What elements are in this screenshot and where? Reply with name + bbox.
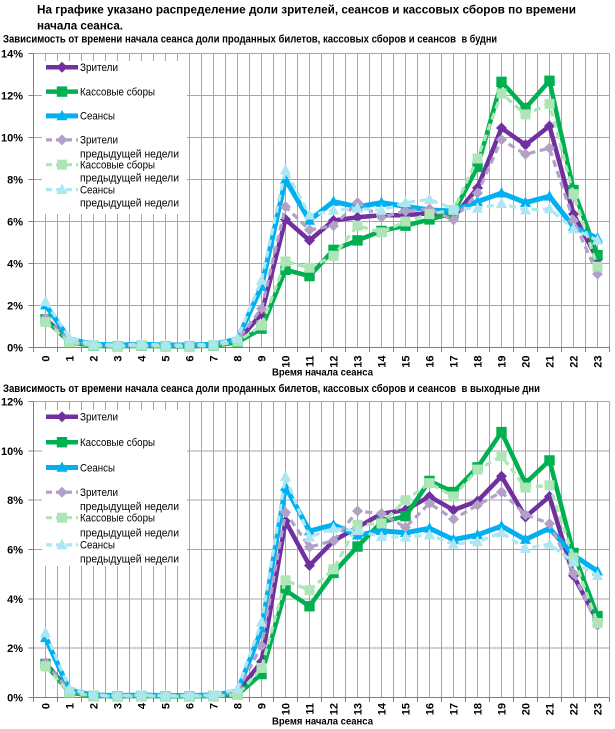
svg-text:16: 16 [425,703,437,715]
svg-text:11: 11 [305,703,317,715]
svg-text:20: 20 [521,703,533,715]
svg-text:10: 10 [281,356,293,368]
svg-text:13: 13 [353,356,365,368]
svg-text:4: 4 [137,355,149,362]
svg-text:9: 9 [257,703,269,709]
svg-text:предыдущей недели: предыдущей недели [80,198,179,210]
svg-text:8%: 8% [7,175,23,187]
svg-text:4: 4 [137,702,149,709]
svg-text:0: 0 [41,703,53,709]
svg-text:14%: 14% [1,49,23,61]
svg-text:Зависимость от времени начала: Зависимость от времени начала сеанса дол… [3,34,456,46]
svg-text:21: 21 [545,356,557,368]
svg-text:0%: 0% [7,693,23,705]
svg-text:14: 14 [377,355,389,368]
svg-text:Зависимость от времени начала: Зависимость от времени начала сеанса дол… [3,383,456,395]
svg-text:предыдущей недели: предыдущей недели [80,501,179,513]
svg-text:Зрители: Зрители [80,487,118,499]
svg-text:Кассовые сборы: Кассовые сборы [80,513,155,525]
svg-text:в выходные дни: в выходные дни [462,383,541,395]
svg-text:Сеансы: Сеансы [80,540,115,552]
svg-text:предыдущей недели: предыдущей недели [80,528,179,540]
svg-text:Кассовые сборы: Кассовые сборы [80,86,155,98]
svg-text:22: 22 [569,703,581,715]
svg-text:11: 11 [305,356,317,368]
svg-text:Сеансы: Сеансы [80,111,115,123]
svg-text:в будни: в будни [462,34,498,46]
svg-text:15: 15 [401,356,413,368]
svg-text:16: 16 [425,356,437,368]
svg-text:19: 19 [497,356,509,368]
svg-text:17: 17 [449,356,461,368]
svg-text:22: 22 [569,356,581,368]
svg-text:10: 10 [281,703,293,715]
svg-text:14: 14 [377,702,389,715]
svg-text:23: 23 [593,356,605,368]
svg-text:6: 6 [185,356,197,362]
svg-text:19: 19 [497,703,509,715]
svg-text:12%: 12% [1,91,23,103]
svg-text:18: 18 [473,356,485,368]
svg-text:Зрители: Зрители [80,412,118,424]
svg-text:2%: 2% [7,301,23,313]
svg-text:Зрители: Зрители [80,135,118,147]
svg-text:5: 5 [161,356,173,362]
svg-text:10%: 10% [1,446,23,458]
svg-text:8: 8 [233,356,245,362]
svg-text:0: 0 [41,356,53,362]
svg-text:Кассовые сборы: Кассовые сборы [80,160,155,172]
svg-text:18: 18 [473,703,485,715]
svg-text:6: 6 [185,703,197,709]
svg-text:предыдущей недели: предыдущей недели [80,553,179,565]
svg-text:6%: 6% [7,545,23,557]
svg-text:8%: 8% [7,495,23,507]
svg-text:предыдущей недели: предыдущей недели [80,173,179,185]
svg-text:Кассовые сборы: Кассовые сборы [80,437,155,449]
svg-text:3: 3 [113,356,125,362]
svg-text:5: 5 [161,703,173,709]
svg-text:4%: 4% [7,594,23,606]
svg-text:предыдущей недели: предыдущей недели [80,148,179,160]
svg-text:8: 8 [233,703,245,709]
svg-text:2%: 2% [7,643,23,655]
svg-text:Время начала сеанса: Время начала сеанса [272,716,373,728]
svg-text:3: 3 [113,703,125,709]
svg-text:2: 2 [89,703,101,709]
svg-text:На графике указано распределен: На графике указано распределение доли зр… [37,3,576,17]
svg-text:20: 20 [521,356,533,368]
svg-text:Сеансы: Сеансы [80,462,115,474]
svg-text:Сеансы: Сеансы [80,184,115,196]
svg-text:17: 17 [449,703,461,715]
svg-text:12: 12 [329,703,341,715]
svg-text:7: 7 [209,356,221,362]
svg-text:7: 7 [209,703,221,709]
svg-text:13: 13 [353,703,365,715]
svg-text:начала сеанса.: начала сеанса. [37,19,123,33]
svg-text:23: 23 [593,703,605,715]
svg-text:Время начала сеанса: Время начала сеанса [272,367,373,379]
svg-text:9: 9 [257,356,269,362]
svg-text:1: 1 [65,356,77,362]
svg-text:4%: 4% [7,259,23,271]
svg-text:Зрители: Зрители [80,62,118,74]
svg-text:21: 21 [545,703,557,715]
svg-text:10%: 10% [1,133,23,145]
svg-text:12: 12 [329,356,341,368]
svg-text:15: 15 [401,703,413,715]
svg-text:2: 2 [89,356,101,362]
svg-text:12%: 12% [1,397,23,409]
svg-text:1: 1 [65,703,77,709]
svg-text:6%: 6% [7,217,23,229]
svg-text:0%: 0% [7,343,23,355]
